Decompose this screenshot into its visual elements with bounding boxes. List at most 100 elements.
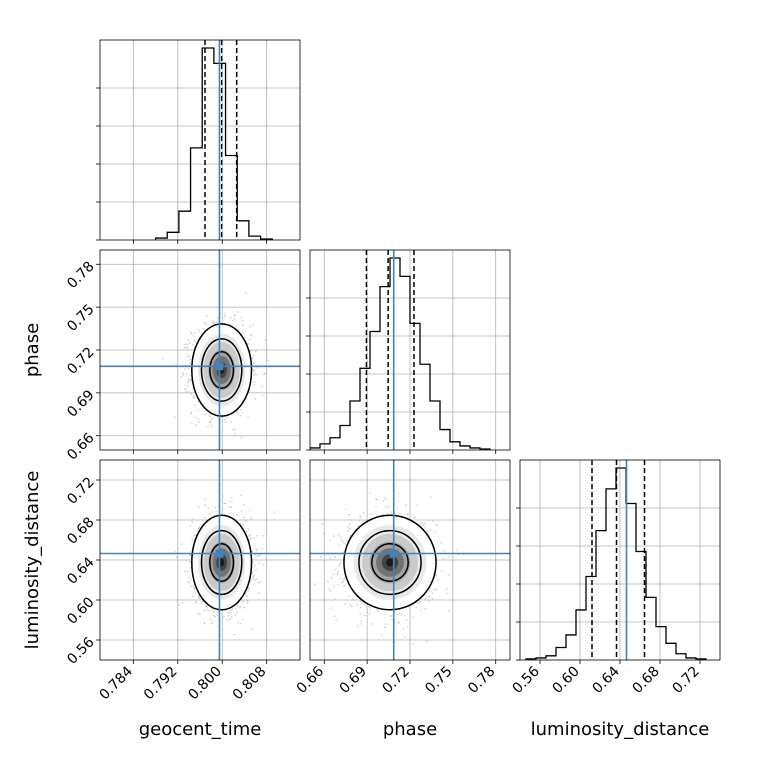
panel-hist-1 xyxy=(310,250,510,450)
scatter-point xyxy=(203,622,206,624)
scatter-point xyxy=(237,328,240,331)
scatter-point xyxy=(253,544,256,547)
scatter-point xyxy=(231,319,234,322)
scatter-point xyxy=(187,367,190,370)
scatter-point xyxy=(224,418,226,421)
tick-label-x: 0.800 xyxy=(185,664,225,704)
scatter-point xyxy=(402,627,405,630)
contour-line xyxy=(209,543,235,582)
scatter-point xyxy=(308,596,310,598)
scatter-point xyxy=(321,523,324,526)
scatter-point xyxy=(247,589,250,592)
histogram-geocent_time xyxy=(154,47,273,240)
scatter-point xyxy=(186,385,189,387)
scatter-point xyxy=(263,373,266,376)
scatter-point xyxy=(340,538,343,541)
scatter-point xyxy=(187,339,190,342)
scatter-point xyxy=(404,636,407,639)
scatter-point xyxy=(247,342,249,345)
scatter-point xyxy=(258,554,261,556)
scatter-point xyxy=(348,523,351,526)
scatter-point xyxy=(230,497,233,499)
contour-line xyxy=(191,514,253,611)
scatter-point xyxy=(193,397,196,400)
contour-line xyxy=(200,529,243,596)
scatter-point xyxy=(223,312,226,315)
scatter-point xyxy=(204,504,206,506)
scatter-point xyxy=(385,506,388,508)
scatter-point xyxy=(246,600,249,603)
scatter-point xyxy=(382,500,385,502)
scatter-point xyxy=(252,324,255,327)
scatter-point xyxy=(336,584,339,586)
scatter-point xyxy=(434,530,437,533)
scatter-point xyxy=(409,513,412,515)
scatter-point xyxy=(192,395,194,398)
tick-label-y: 0.66 xyxy=(64,430,97,463)
scatter-point xyxy=(226,619,229,622)
scatter-point xyxy=(250,580,252,582)
scatter-point xyxy=(347,526,350,529)
scatter-point xyxy=(209,512,211,515)
scatter-point xyxy=(246,595,248,598)
scatter-point xyxy=(212,320,215,323)
tick-label-y: 0.78 xyxy=(64,259,97,292)
scatter-point xyxy=(184,368,186,370)
scatter-point xyxy=(197,612,200,615)
tick-label-x: 0.808 xyxy=(230,664,270,704)
scatter-point xyxy=(346,540,348,543)
scatter-point xyxy=(420,522,423,525)
scatter-point xyxy=(232,429,235,431)
scatter-point xyxy=(177,567,179,570)
contour-line xyxy=(358,529,422,596)
scatter-point xyxy=(227,614,230,617)
scatter-point xyxy=(190,412,193,415)
scatter-point xyxy=(236,611,238,614)
scatter-point xyxy=(249,518,252,521)
scatter-point xyxy=(261,385,264,388)
tick-label-y: 0.56 xyxy=(64,634,97,667)
scatter-point xyxy=(244,519,247,522)
scatter-point xyxy=(409,502,411,505)
scatter-point xyxy=(248,587,251,590)
tick-label-y: 0.69 xyxy=(64,387,97,420)
scatter-point xyxy=(390,511,392,513)
scatter-point xyxy=(361,601,363,604)
scatter-point xyxy=(396,613,399,616)
scatter-point xyxy=(220,430,223,433)
scatter-point xyxy=(446,587,448,590)
scatter-point xyxy=(368,612,371,615)
scatter-point xyxy=(420,609,423,611)
scatter-point xyxy=(211,622,213,625)
scatter-point xyxy=(329,590,332,592)
scatter-point xyxy=(180,543,183,546)
scatter-point xyxy=(189,524,191,527)
scatter-point xyxy=(191,539,194,542)
scatter-point xyxy=(198,330,201,332)
scatter-point xyxy=(183,570,186,573)
scatter-point xyxy=(254,579,257,582)
truth-marker xyxy=(215,549,224,558)
tick-label-x: 0.792 xyxy=(141,664,181,704)
scatter-point xyxy=(243,516,246,519)
scatter-point xyxy=(329,557,332,560)
tick-label-x: 0.66 xyxy=(294,663,327,696)
scatter-point xyxy=(375,505,377,508)
scatter-point xyxy=(186,343,189,346)
scatter-point xyxy=(334,598,337,601)
scatter-point xyxy=(229,316,232,319)
scatter-point xyxy=(255,548,257,550)
scatter-point xyxy=(173,416,176,419)
tick-label-x: 0.68 xyxy=(629,664,662,697)
scatter-point xyxy=(415,504,418,507)
histogram-phase xyxy=(310,257,491,450)
scatter-point xyxy=(350,519,353,521)
scatter-point xyxy=(434,587,437,590)
scatter-point xyxy=(252,537,255,539)
truth-marker xyxy=(215,362,224,371)
scatter-point xyxy=(229,512,232,515)
scatter-point xyxy=(211,620,214,623)
scatter-point xyxy=(213,456,215,458)
scatter-point xyxy=(255,350,257,353)
scatter-point xyxy=(193,588,196,591)
